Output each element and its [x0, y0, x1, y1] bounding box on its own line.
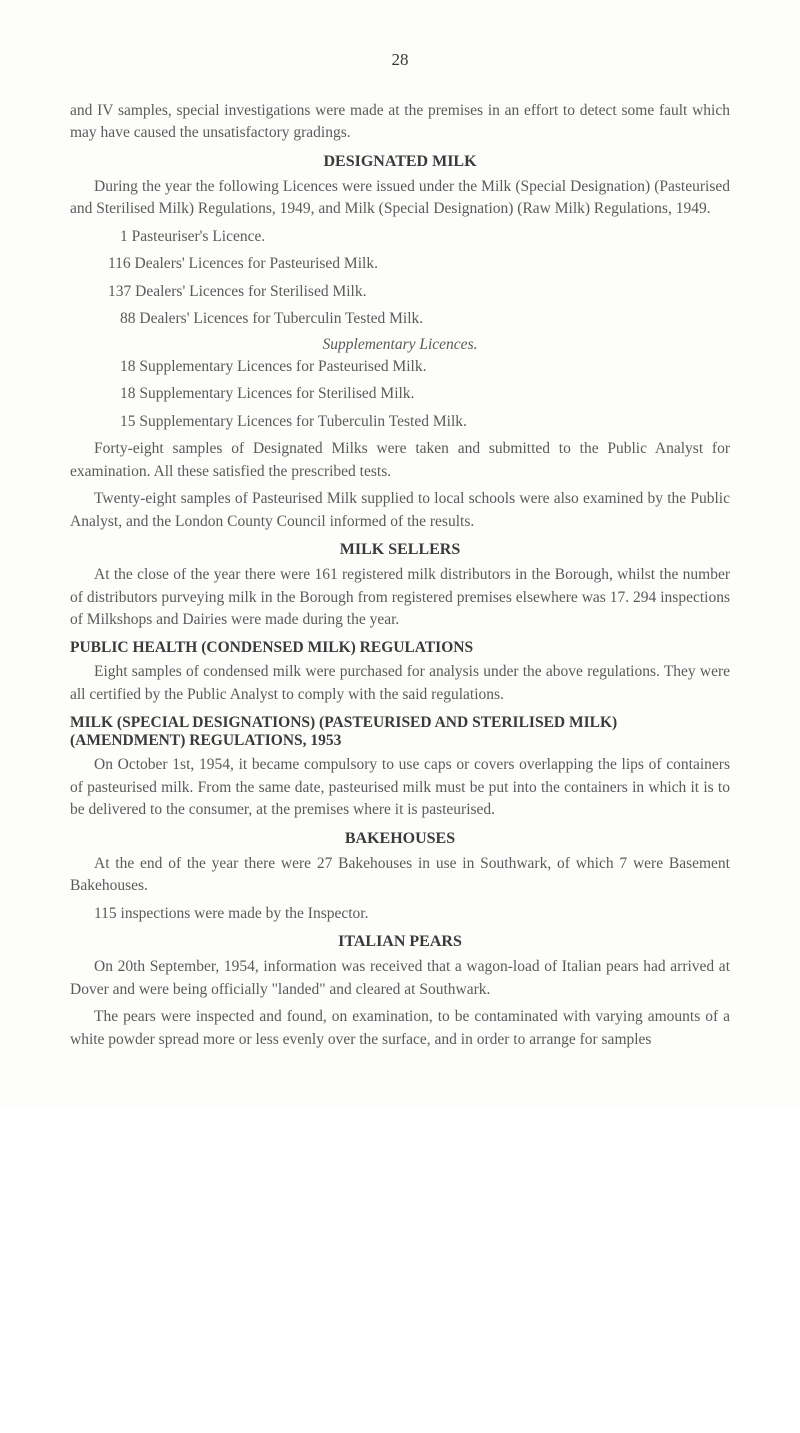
heading-italian-pears: ITALIAN PEARS: [70, 933, 730, 951]
subheading-special-designations: MILK (SPECIAL DESIGNATIONS) (PASTEURISED…: [70, 714, 730, 750]
paragraph-9: 115 inspections were made by the Inspect…: [70, 903, 730, 925]
list-item: 18 Supplementary Licences for Pasteurise…: [120, 356, 730, 378]
paragraph-6: Eight samples of condensed milk were pur…: [70, 661, 730, 706]
list-item: 18 Supplementary Licences for Sterilised…: [120, 383, 730, 405]
paragraph-7: On October 1st, 1954, it became compulso…: [70, 754, 730, 821]
heading-bakehouses: BAKEHOUSES: [70, 830, 730, 848]
page-number: 28: [70, 50, 730, 70]
paragraph-3: Forty-eight samples of Designated Milks …: [70, 438, 730, 483]
heading-milk-sellers: MILK SELLERS: [70, 541, 730, 559]
heading-designated-milk: DESIGNATED MILK: [70, 153, 730, 171]
list-item: 88 Dealers' Licences for Tuberculin Test…: [120, 308, 730, 330]
supplementary-heading: Supplementary Licences.: [70, 336, 730, 354]
paragraph-10: On 20th September, 1954, information was…: [70, 956, 730, 1001]
list-item: 116 Dealers' Licences for Pasteurised Mi…: [108, 253, 730, 275]
paragraph-4: Twenty-eight samples of Pasteurised Milk…: [70, 488, 730, 533]
list-item: 15 Supplementary Licences for Tuberculin…: [120, 411, 730, 433]
paragraph-8: At the end of the year there were 27 Bak…: [70, 853, 730, 898]
document-page: 28 and IV samples, special investigation…: [0, 0, 800, 1106]
list-item: 1 Pasteuriser's Licence.: [120, 226, 730, 248]
paragraph-1: and IV samples, special investigations w…: [70, 100, 730, 145]
subheading-condensed-milk: PUBLIC HEALTH (CONDENSED MILK) REGULATIO…: [70, 639, 730, 657]
paragraph-11: The pears were inspected and found, on e…: [70, 1006, 730, 1051]
list-item: 137 Dealers' Licences for Sterilised Mil…: [108, 281, 730, 303]
paragraph-5: At the close of the year there were 161 …: [70, 564, 730, 631]
paragraph-2: During the year the following Licences w…: [70, 176, 730, 221]
